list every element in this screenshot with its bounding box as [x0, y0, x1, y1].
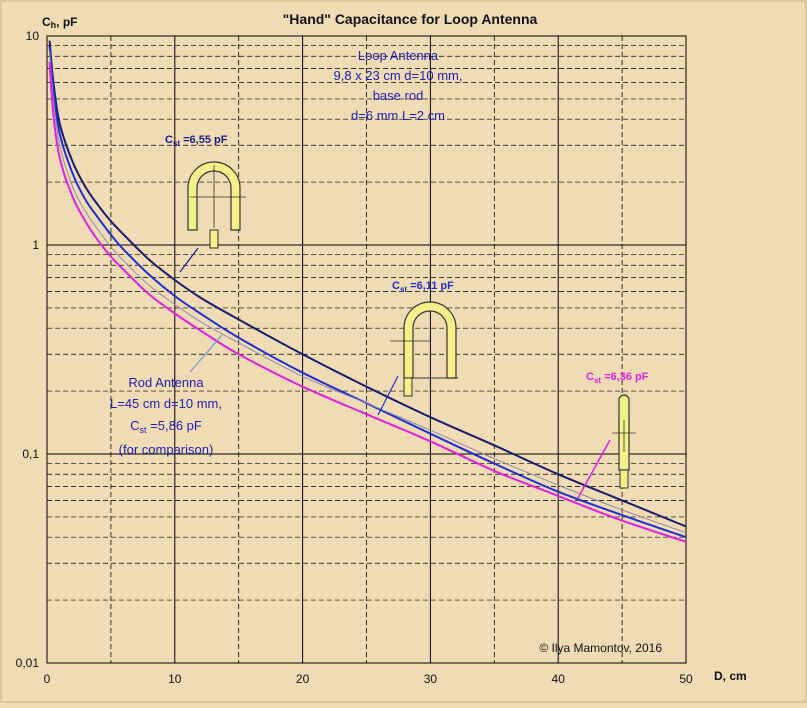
label-cst-636-c: C	[586, 371, 594, 383]
y-axis-label-main: C	[42, 15, 51, 29]
x-axis-label: D, cm	[714, 669, 747, 683]
y-tick-label: 1	[32, 238, 39, 252]
rod-note-line-4: (for comparison)	[119, 442, 214, 457]
rod-note-pointer	[189, 334, 223, 373]
y-tick-label: 10	[26, 29, 40, 43]
series-layer	[48, 40, 687, 543]
rod-note-line-1: Rod Antenna	[128, 375, 204, 390]
label-cst-655-sub: st	[173, 139, 180, 148]
x-tick-label: 0	[44, 672, 51, 686]
y-tick-label: 0,01	[16, 656, 40, 670]
chart-title: "Hand" Capacitance for Loop Antenna	[283, 11, 538, 27]
series-line-loop_6_36	[48, 62, 687, 543]
label-cst-655-rest: =6,55 pF	[180, 134, 228, 146]
rod-antenna-icon	[612, 394, 636, 489]
label-cst-655-c: C	[165, 134, 173, 146]
x-tick-label: 20	[296, 672, 310, 686]
label-1-pointer	[179, 247, 199, 273]
label-cst-611-sub: st	[400, 285, 407, 294]
copyright: © Ilya Mamontov, 2016	[539, 641, 662, 655]
label-cst-611-rest: =6,11 pF	[407, 280, 454, 292]
label-2-pointer	[377, 375, 399, 416]
loop-antenna-note: Loop Antenna 9,8 x 23 cm d=10 mm, base r…	[334, 48, 463, 123]
rod-note-line-3: Cst =5,86 pF	[130, 418, 202, 435]
label-cst-636-sub: st	[594, 376, 601, 385]
label-cst-655: Cst =6,55 pF	[165, 134, 228, 148]
label-cst-636: Cst =6,36 pF	[586, 371, 649, 385]
y-tick-label: 0,1	[22, 447, 39, 461]
label-cst-611-c: C	[392, 280, 400, 292]
loop-antenna-icon-2	[390, 301, 458, 397]
x-tick-label: 10	[168, 672, 182, 686]
loop-note-line-1: Loop Antenna	[358, 48, 439, 63]
label-3-pointer	[577, 439, 611, 499]
y-axis-label-unit: , pF	[56, 15, 77, 29]
rod-note-rest: =5,86 pF	[147, 418, 202, 433]
x-tick-label: 40	[552, 672, 566, 686]
loop-note-line-4: d=6 mm L=2 cm	[351, 108, 445, 123]
rod-note-line-2: L=45 cm d=10 mm,	[110, 396, 222, 411]
y-axis-label-sub: h	[51, 20, 57, 30]
tick-layer: 0 10 20 30 40 50 0,01 0,1 1 10	[16, 29, 693, 686]
loop-note-line-3: base rod	[373, 88, 424, 103]
label-cst-611: Cst =6,11 pF	[392, 280, 454, 294]
x-tick-label: 30	[424, 672, 438, 686]
label-cst-636-rest: =6,36 pF	[601, 371, 649, 383]
x-tick-label: 50	[679, 672, 693, 686]
series-line-loop_6_55	[48, 40, 687, 528]
series-line-loop_6_11	[48, 45, 687, 539]
rod-antenna-note: Rod Antenna L=45 cm d=10 mm, Cst =5,86 p…	[110, 375, 222, 457]
series-line-rod_thin	[49, 50, 687, 534]
loop-note-line-2: 9,8 x 23 cm d=10 mm,	[334, 68, 463, 83]
loop-antenna-icon-1	[187, 161, 246, 249]
rod-note-c: C	[130, 418, 139, 433]
rod-note-sub: st	[140, 425, 148, 435]
y-axis-label: Ch, pF	[42, 15, 78, 30]
